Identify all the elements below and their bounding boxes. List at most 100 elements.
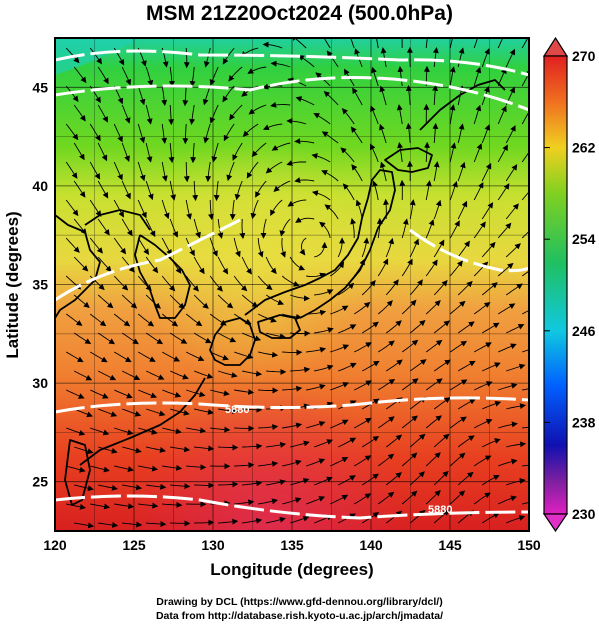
streamline-arrow — [250, 199, 259, 220]
streamline-arrow — [137, 237, 150, 256]
streamline-arrow — [506, 324, 525, 334]
streamline-arrow — [218, 370, 238, 378]
x-axis-label: Longitude (degrees) — [210, 560, 373, 579]
streamline-arrow — [223, 123, 235, 142]
streamline-arrow — [505, 203, 519, 220]
streamline-arrow — [497, 144, 508, 163]
streamline-arrow — [89, 47, 102, 65]
streamline-arrow — [262, 41, 283, 49]
streamline-arrow — [409, 471, 425, 486]
streamline-arrow — [74, 522, 95, 529]
streamline-arrow — [241, 256, 252, 275]
streamline-arrow — [425, 452, 441, 467]
streamline-arrow — [114, 465, 134, 472]
streamline-arrow — [218, 444, 239, 451]
streamline-arrow — [113, 237, 127, 255]
streamline-arrow — [247, 66, 267, 74]
streamline-arrow — [338, 324, 357, 334]
streamline-arrow — [168, 66, 175, 88]
streamline-arrow — [385, 510, 403, 524]
streamline-arrow — [66, 389, 85, 399]
streamline-arrow — [194, 519, 215, 526]
streamline-arrow — [350, 218, 357, 238]
streamline-arrow — [353, 493, 372, 505]
streamline-arrow — [98, 521, 119, 528]
streamline-arrow — [457, 161, 466, 182]
streamline-arrow — [222, 85, 235, 103]
streamline-arrow — [242, 406, 263, 413]
streamline-arrow — [90, 389, 109, 399]
streamline-arrow — [194, 408, 214, 415]
streamline-arrow — [473, 455, 492, 467]
streamline-arrow — [185, 313, 203, 327]
streamline-arrow — [190, 142, 197, 164]
streamline-arrow — [226, 161, 235, 182]
streamline-arrow — [279, 218, 291, 237]
streamline-arrow — [353, 417, 372, 429]
streamline-arrow — [162, 427, 182, 435]
streamline-arrow — [161, 199, 170, 220]
streamline-arrow — [170, 483, 191, 490]
streamline-arrow — [321, 170, 339, 182]
streamline-arrow — [122, 484, 143, 491]
streamline-arrow — [183, 161, 190, 183]
streamline-arrow — [137, 351, 156, 362]
streamline-arrow — [530, 205, 543, 219]
streamline-arrow — [121, 180, 131, 200]
streamline-arrow — [213, 180, 220, 202]
streamline-arrow — [73, 332, 92, 345]
streamline-arrow — [170, 370, 189, 380]
streamline-arrow — [168, 104, 175, 126]
streamline-arrow — [497, 222, 512, 239]
streamline-arrow — [271, 142, 291, 151]
streamline-arrow — [396, 104, 403, 125]
streamline-arrow — [273, 180, 291, 192]
streamline-arrow — [234, 462, 255, 469]
streamline-arrow — [286, 160, 307, 166]
streamline-arrow — [505, 125, 516, 144]
streamline-arrow — [203, 123, 211, 144]
streamline-arrow — [145, 142, 153, 163]
streamline-arrow — [145, 104, 153, 125]
streamline-arrow — [97, 256, 112, 273]
streamline-arrow — [377, 416, 395, 429]
streamline-arrow — [169, 180, 177, 201]
streamline-arrow — [97, 66, 109, 85]
streamline-arrow — [114, 427, 134, 436]
streamline-arrow — [522, 464, 529, 467]
streamline-arrow — [270, 101, 291, 108]
streamline-arrow — [380, 47, 387, 68]
streamline-arrow — [234, 180, 243, 201]
streamline-arrow — [449, 300, 466, 315]
streamline-arrow — [522, 502, 529, 505]
streamline-arrow — [217, 332, 237, 343]
streamline-arrow — [385, 472, 402, 486]
streamline-arrow — [338, 437, 357, 448]
streamline-arrow — [73, 104, 86, 122]
streamline-arrow — [209, 104, 219, 124]
streamline-arrow — [138, 502, 159, 509]
streamline-arrow — [409, 238, 420, 258]
streamline-arrow — [121, 142, 130, 162]
streamline-arrow — [113, 123, 123, 143]
streamline-arrow — [137, 199, 147, 219]
streamline-arrow — [234, 499, 255, 506]
streamline-arrow — [505, 164, 518, 182]
streamline-arrow — [433, 470, 449, 486]
plot-frame — [54, 37, 530, 532]
streamline-arrow — [265, 294, 285, 306]
streamline-arrow — [521, 145, 529, 163]
streamline-arrow — [369, 143, 379, 163]
streamline-arrow — [189, 66, 196, 88]
credit-drawing: Drawing by DCL (https://www.gfd-dennou.o… — [156, 596, 443, 608]
streamline-arrow — [257, 313, 277, 323]
streamline-arrow — [338, 362, 357, 372]
streamline-arrow — [169, 332, 188, 344]
streamline-arrow — [473, 143, 483, 163]
streamline-arrow — [337, 237, 346, 258]
streamline-arrow — [146, 370, 165, 380]
streamline-arrow — [89, 161, 101, 180]
streamline-arrow — [306, 383, 326, 391]
streamline-arrow — [409, 279, 423, 296]
streamline-arrow — [193, 332, 212, 344]
